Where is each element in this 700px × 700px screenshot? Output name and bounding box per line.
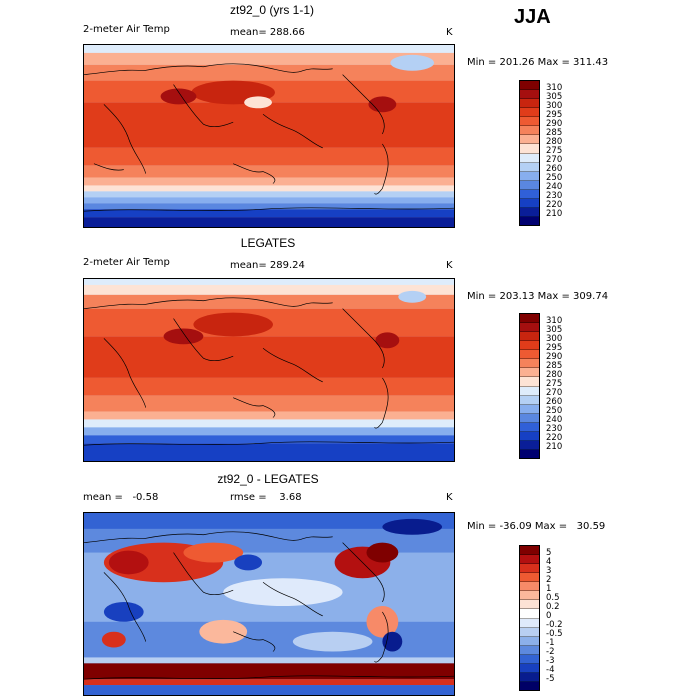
panel2-units: K — [446, 260, 453, 271]
colorbar-tick: 285 — [546, 128, 563, 138]
panel3-units: K — [446, 492, 453, 503]
colorbar-tick: 270 — [546, 388, 563, 398]
colorbar-tick: -5 — [546, 674, 555, 684]
colorbar-tick: 285 — [546, 361, 563, 371]
panel3-map — [83, 512, 455, 696]
colorbar-tick: 305 — [546, 92, 563, 102]
panel1-variable-label: 2-meter Air Temp — [83, 24, 170, 35]
colorbar-tick: 240 — [546, 182, 563, 192]
panel2-title: LEGATES — [240, 236, 296, 250]
colorbar-tick: 295 — [546, 343, 563, 353]
panel2-map-svg — [84, 279, 454, 461]
colorbar-tick: 230 — [546, 191, 563, 201]
panel2-minmax: Min = 203.13 Max = 309.74 — [467, 291, 609, 302]
colorbar-tick: 0 — [546, 611, 552, 621]
colorbar-tick: 0.2 — [546, 602, 560, 612]
panel2-variable-label: 2-meter Air Temp — [83, 257, 170, 268]
colorbar-tick: 260 — [546, 164, 563, 174]
panel3-mean-label: mean = -0.58 — [83, 492, 159, 503]
panel2-colorbar — [519, 313, 540, 459]
colorbar-tick: 300 — [546, 334, 563, 344]
panel1-colorbar — [519, 80, 540, 226]
colorbar-tick: 220 — [546, 433, 563, 443]
colorbar-tick: 2 — [546, 575, 552, 585]
colorbar-tick: 260 — [546, 397, 563, 407]
colorbar-tick: 3 — [546, 566, 552, 576]
colorbar-tick: 4 — [546, 557, 552, 567]
colorbar-tick: 0.5 — [546, 593, 560, 603]
colorbar-tick: 230 — [546, 424, 563, 434]
colorbar-tick: 305 — [546, 325, 563, 335]
panel1-units: K — [446, 27, 453, 38]
panel1-minmax: Min = 201.26 Max = 311.43 — [467, 57, 609, 68]
colorbar-tick: 250 — [546, 173, 563, 183]
colorbar-tick: -2 — [546, 647, 555, 657]
panel2-mean-label: mean= 289.24 — [230, 260, 305, 271]
panel3-title: zt92_0 - LEGATES — [217, 472, 319, 486]
panel1-map-svg — [84, 45, 454, 227]
panel3-minmax: Min = -36.09 Max = 30.59 — [467, 521, 606, 532]
colorbar-tick: 240 — [546, 415, 563, 425]
colorbar-tick: -3 — [546, 656, 555, 666]
panel2-map — [83, 278, 455, 462]
panel3-map-svg — [84, 513, 454, 695]
colorbar-tick: 280 — [546, 137, 563, 147]
colorbar-tick: 290 — [546, 352, 563, 362]
colorbar-tick: -1 — [546, 638, 555, 648]
colorbar-tick: -0.5 — [546, 629, 563, 639]
colorbar-tick: 300 — [546, 101, 563, 111]
colorbar-tick: 310 — [546, 316, 563, 326]
colorbar-tick: -0.2 — [546, 620, 563, 630]
panel3-colorbar — [519, 545, 540, 691]
colorbar-tick: 220 — [546, 200, 563, 210]
colorbar-tick: 275 — [546, 379, 563, 389]
colorbar-tick: 1 — [546, 584, 552, 594]
colorbar-tick: 210 — [546, 442, 563, 452]
colorbar-tick: 270 — [546, 155, 563, 165]
panel1-title: zt92_0 (yrs 1-1) — [229, 3, 315, 17]
season-label: JJA — [514, 6, 551, 28]
panel3-rmse-label: rmse = 3.68 — [230, 492, 302, 503]
panel1-mean-label: mean= 288.66 — [230, 27, 305, 38]
colorbar-tick: 295 — [546, 110, 563, 120]
colorbar-tick: 310 — [546, 83, 563, 93]
colorbar-tick: 280 — [546, 370, 563, 380]
colorbar-tick: 5 — [546, 548, 552, 558]
panel1-map — [83, 44, 455, 228]
colorbar-tick: 275 — [546, 146, 563, 156]
colorbar-tick: 250 — [546, 406, 563, 416]
colorbar-tick: 290 — [546, 119, 563, 129]
colorbar-tick: 210 — [546, 209, 563, 219]
colorbar-tick: -4 — [546, 665, 555, 675]
